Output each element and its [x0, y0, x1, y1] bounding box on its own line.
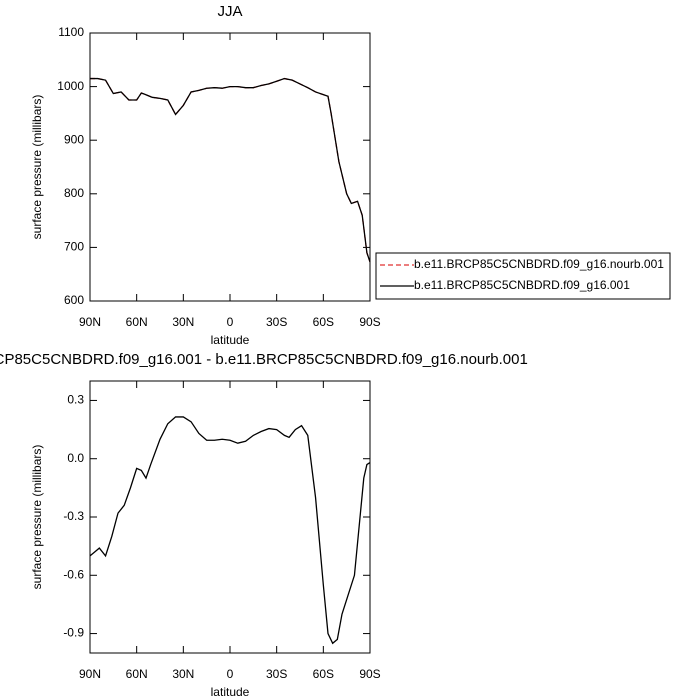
x-tick-label: 60N [126, 667, 148, 681]
y-tick-label: -0.6 [63, 567, 84, 581]
x-tick-label: 90S [359, 315, 380, 329]
y-tick-label: 0.3 [67, 393, 84, 407]
y-tick-label: 1100 [58, 25, 84, 39]
x-tick-label: 30S [266, 315, 287, 329]
x-tick-label: 90S [359, 667, 380, 681]
legend-label: b.e11.BRCP85C5CNBDRD.f09_g16.001 [414, 278, 630, 292]
y-tick-label: 900 [64, 132, 84, 146]
x-tick-label: 90N [79, 315, 101, 329]
x-tick-label: 30S [266, 667, 287, 681]
y-axis-label: surface pressure (millibars) [30, 95, 44, 240]
plot-frame [89, 32, 371, 302]
chart-title: JJA [217, 3, 242, 20]
x-tick-label: 0 [227, 315, 234, 329]
x-tick-label: 60N [126, 315, 148, 329]
y-tick-label: -0.9 [63, 626, 84, 640]
legend-label: b.e11.BRCP85C5CNBDRD.f09_g16.nourb.001 [414, 257, 664, 271]
data-line [90, 77, 371, 263]
x-tick-label: 0 [227, 667, 234, 681]
chart-title: b.e11.BRCP85C5CNBDRD.f09_g16.001 - b.e11… [0, 351, 528, 368]
y-tick-label: 700 [64, 240, 84, 254]
plot-frame [89, 380, 371, 654]
x-axis-label: latitude [211, 333, 250, 347]
data-line [89, 416, 371, 645]
x-tick-label: 60S [313, 315, 334, 329]
x-tick-label: 60S [313, 667, 334, 681]
x-tick-label: 90N [79, 667, 101, 681]
data-line [90, 77, 371, 263]
y-tick-label: 800 [64, 186, 84, 200]
y-tick-label: 1000 [57, 79, 84, 93]
y-axis-label: surface pressure (millibars) [30, 445, 44, 590]
x-axis-label: latitude [211, 685, 250, 699]
y-tick-label: 600 [64, 293, 84, 307]
legend-box [375, 252, 671, 300]
x-tick-label: 30N [172, 667, 194, 681]
y-tick-label: 0.0 [67, 451, 84, 465]
x-tick-label: 30N [172, 315, 194, 329]
y-tick-label: -0.3 [63, 509, 84, 523]
